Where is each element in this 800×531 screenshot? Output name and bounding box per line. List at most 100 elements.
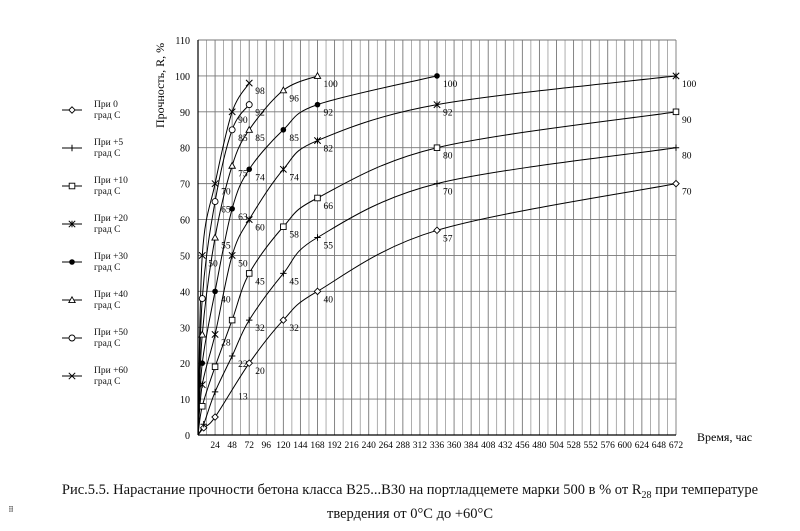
data-label: 66 [324,202,334,212]
x-tick-label: 96 [262,441,272,451]
legend-symbol [68,144,76,152]
x-tick-label: 576 [601,441,616,451]
data-label: 40 [324,295,334,305]
x-tick-label: 600 [618,441,633,451]
x-tick-label: 336 [430,441,445,451]
legend-item: При +40 град С [62,290,152,328]
legend: При 0 град С При +5 град С При +10 град С При … [62,100,152,404]
legend-item: При +50 град С [62,328,152,366]
legend-label: При 0 град С [94,100,121,121]
legend-symbol [68,372,76,380]
legend-label: При +40 град С [94,290,128,311]
series-marker [433,226,441,235]
legend-item: При +30 град С [62,252,152,290]
series-marker [200,421,207,428]
legend-marker-icon [62,372,82,380]
series-marker [314,194,321,202]
data-label: 82 [324,145,334,155]
y-tick-label: 50 [180,251,190,262]
y-tick-label: 40 [180,287,190,298]
series-marker [313,287,322,296]
x-tick-label: 528 [566,441,581,451]
y-tick-label: 100 [175,72,190,83]
x-tick-label: 504 [549,441,564,451]
series-marker [245,359,254,368]
series-line [197,75,677,436]
data-label: 70 [682,188,692,198]
data-label: 85 [255,134,265,144]
data-label: 75 [238,170,248,180]
data-label: 90 [238,116,248,126]
x-tick-label: 648 [652,441,667,451]
series-line [197,111,677,436]
series-line [197,147,677,436]
series-marker [313,136,322,145]
legend-symbol [68,295,76,304]
series-marker [211,330,219,339]
series-marker [245,79,253,87]
x-tick-label: 216 [345,441,360,451]
data-label: 50 [208,259,218,269]
data-labels: 20 32 40 57 70 13 22 32 45 55 70 80 45 58 66 80 90 28 50 60… [208,80,696,402]
series-marker [228,108,236,116]
x-tick-label: 672 [669,441,684,451]
legend-label: При +50 град С [94,328,128,349]
legend-marker-icon [62,220,82,228]
x-tick-label: 408 [481,441,496,451]
y-tick-label: 10 [180,395,190,406]
x-tick-label: 24 [210,441,220,451]
series-lines [197,75,677,436]
legend-label: При +10 град С [94,176,128,197]
series-marker [228,316,236,324]
data-label: 45 [255,277,265,287]
data-label: 63 [238,213,248,223]
series-marker [229,205,235,212]
x-tick-label: 288 [396,441,411,451]
series-marker [246,316,253,324]
legend-symbol [69,259,75,265]
x-axis-title: Время, час [697,430,752,444]
series-marker [672,108,680,116]
series-marker [245,215,253,224]
data-label: 28 [221,338,231,348]
data-label: 45 [289,277,299,287]
data-label: 85 [238,134,248,144]
series-marker [672,179,680,188]
series-marker [433,101,441,109]
series-marker [211,413,219,421]
x-tick-label: 624 [635,441,650,451]
series-marker [280,126,287,133]
series-marker [245,101,253,109]
legend-item: При +5 град С [62,138,152,176]
series-marker [211,233,220,241]
series-marker [246,166,253,173]
caption-line1-prefix: Рис.5.5. Нарастание прочности бетона кла… [61,482,642,498]
data-label: 22 [238,360,248,370]
series-marker [212,288,218,295]
series-marker [211,388,219,396]
data-label: 13 [238,392,248,402]
data-label: 32 [289,324,299,334]
legend-label: При +5 град С [94,138,124,159]
data-label: 65 [221,206,231,216]
y-axis-title: Прочность, R, % [153,43,167,128]
data-label: 100 [443,80,458,90]
series-marker [672,144,680,151]
legend-item: При +20 град С [62,214,152,252]
data-label: 70 [221,188,231,198]
x-tick-label: 120 [276,441,291,451]
series-markers [198,71,680,432]
x-tick-label: 264 [379,441,394,451]
legend-item: При 0 град С [62,100,152,138]
y-tick-label: 0 [185,431,190,442]
series-marker [434,73,440,79]
data-label: 55 [324,242,334,252]
side-mark: ш [6,505,15,512]
data-label: 92 [255,109,265,119]
series-marker [279,86,288,94]
x-tick-label: 456 [515,441,530,451]
legend-label: При +20 град С [94,214,128,235]
x-tick-label: 144 [293,441,308,451]
data-label: 96 [289,94,299,104]
